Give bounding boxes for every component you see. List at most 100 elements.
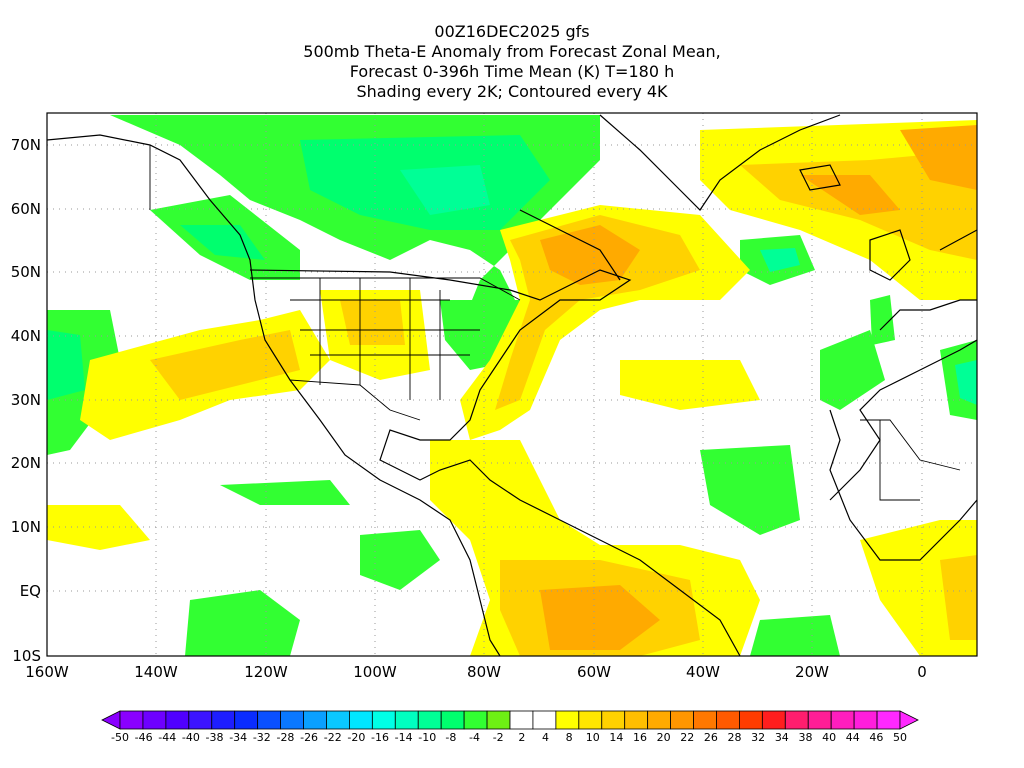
colorbar-box [188, 710, 213, 730]
colorbar-label: 38 [798, 731, 812, 744]
colorbar-box [578, 710, 603, 730]
lat-label-eq: EQ [20, 582, 41, 600]
colorbar-box [853, 710, 878, 730]
colorbar-label: 20 [657, 731, 671, 744]
colorbar-label: -14 [395, 731, 413, 744]
colorbar-label: 8 [566, 731, 573, 744]
lon-label-140w: 140W [134, 663, 178, 681]
title-line-forecast: Forecast 0-396h Time Mean (K) T=180 h [349, 62, 675, 81]
title-line-run: 00Z16DEC2025 gfs [434, 22, 590, 41]
colorbar-label: -10 [418, 731, 436, 744]
lat-label-70n: 70N [11, 136, 41, 154]
colorbar-box [326, 710, 350, 730]
political-borders [149, 145, 961, 501]
colorbar-label: 22 [680, 731, 694, 744]
colorbar-box [532, 710, 557, 730]
colorbar-label: 10 [586, 731, 600, 744]
colorbar-box [624, 710, 649, 730]
colorbar-box [234, 710, 259, 730]
colorbar-box [716, 710, 740, 730]
colorbar-box [440, 710, 465, 730]
colorbar-box [739, 710, 763, 730]
lat-label-50n: 50N [11, 263, 41, 281]
colorbar-label: -4 [469, 731, 480, 744]
title-line-shading: Shading every 2K; Contoured every 4K [356, 82, 668, 101]
colorbar-box [509, 710, 534, 730]
lon-label-0: 0 [917, 663, 927, 681]
lon-label-40w: 40W [686, 663, 720, 681]
colorbar-box [486, 710, 511, 730]
colorbar-label: -2 [493, 731, 504, 744]
colorbar-label: 28 [728, 731, 742, 744]
colorbar-box [211, 710, 236, 730]
colorbar-label: -34 [229, 731, 247, 744]
colorbar-label: 44 [846, 731, 860, 744]
lon-label-20w: 20W [795, 663, 829, 681]
colorbar-box [555, 710, 580, 730]
colorbar-label: 46 [869, 731, 883, 744]
gridlines [47, 113, 977, 656]
colorbar-label: -26 [300, 731, 318, 744]
colorbar-box [601, 710, 626, 730]
lon-label-60w: 60W [577, 663, 611, 681]
title-line-field: 500mb Theta-E Anomaly from Forecast Zona… [303, 42, 721, 61]
colorbar-label: -28 [276, 731, 294, 744]
colorbar-box [280, 710, 304, 730]
colorbar-box [807, 710, 832, 730]
colorbar-box [463, 710, 488, 730]
lon-label-120w: 120W [244, 663, 288, 681]
lon-label-160w: 160W [25, 663, 69, 681]
colorbar-label: 50 [893, 731, 907, 744]
colorbar-box [647, 710, 671, 730]
map-frame [46, 112, 978, 657]
colorbar-box [165, 710, 190, 730]
title-block: 00Z16DEC2025 gfs 500mb Theta-E Anomaly f… [0, 22, 1024, 102]
colorbar-label: 34 [775, 731, 789, 744]
colorbar-label: -44 [158, 731, 176, 744]
colorbar-label: 2 [518, 731, 525, 744]
colorbar: -50 -46 -44 -40 -38 -34 -32 -28 -26 -22 -20 -16 -14-… [101, 710, 919, 744]
coastlines [47, 114, 977, 656]
lat-label-10n: 10N [11, 518, 41, 536]
colorbar-label: -8 [445, 731, 456, 744]
colorbar-label: -32 [253, 731, 271, 744]
colorbar-box [830, 710, 855, 730]
colorbar-label: 16 [633, 731, 647, 744]
colorbar-label: -50 [111, 731, 129, 744]
colorbar-box [693, 710, 717, 730]
lon-label-100w: 100W [353, 663, 397, 681]
colorbar-box [371, 710, 396, 730]
lat-label-30n: 30N [11, 391, 41, 409]
lat-label-20n: 20N [11, 454, 41, 472]
colorbar-box [761, 710, 786, 730]
colorbar-label: -46 [135, 731, 153, 744]
colorbar-box [784, 710, 809, 730]
lon-label-80w: 80W [467, 663, 501, 681]
anomaly-shading [47, 115, 977, 656]
colorbar-label: 4 [542, 731, 549, 744]
colorbar-label: -40 [182, 731, 200, 744]
colorbar-label: 26 [704, 731, 718, 744]
lat-label-40n: 40N [11, 327, 41, 345]
colorbar-box [119, 710, 144, 730]
lat-label-60n: 60N [11, 200, 41, 218]
lat-label-10s: 10S [12, 647, 41, 665]
colorbar-label: 40 [822, 731, 836, 744]
colorbar-label: -22 [324, 731, 342, 744]
colorbar-box [303, 710, 327, 730]
colorbar-label: -16 [371, 731, 389, 744]
colorbar-right-arrow [899, 710, 919, 730]
colorbar-box [257, 710, 281, 730]
colorbar-label: -20 [347, 731, 365, 744]
colorbar-box [142, 710, 167, 730]
colorbar-box [417, 710, 442, 730]
lat-labels: 70N 60N 50N 40N 30N 20N 10N EQ 10S [11, 136, 41, 665]
colorbar-box [876, 710, 901, 730]
colorbar-label: -38 [206, 731, 224, 744]
colorbar-box [394, 710, 419, 730]
colorbar-label: 14 [609, 731, 623, 744]
colorbar-box [670, 710, 694, 730]
colorbar-left-arrow [101, 710, 121, 730]
colorbar-box [349, 710, 373, 730]
